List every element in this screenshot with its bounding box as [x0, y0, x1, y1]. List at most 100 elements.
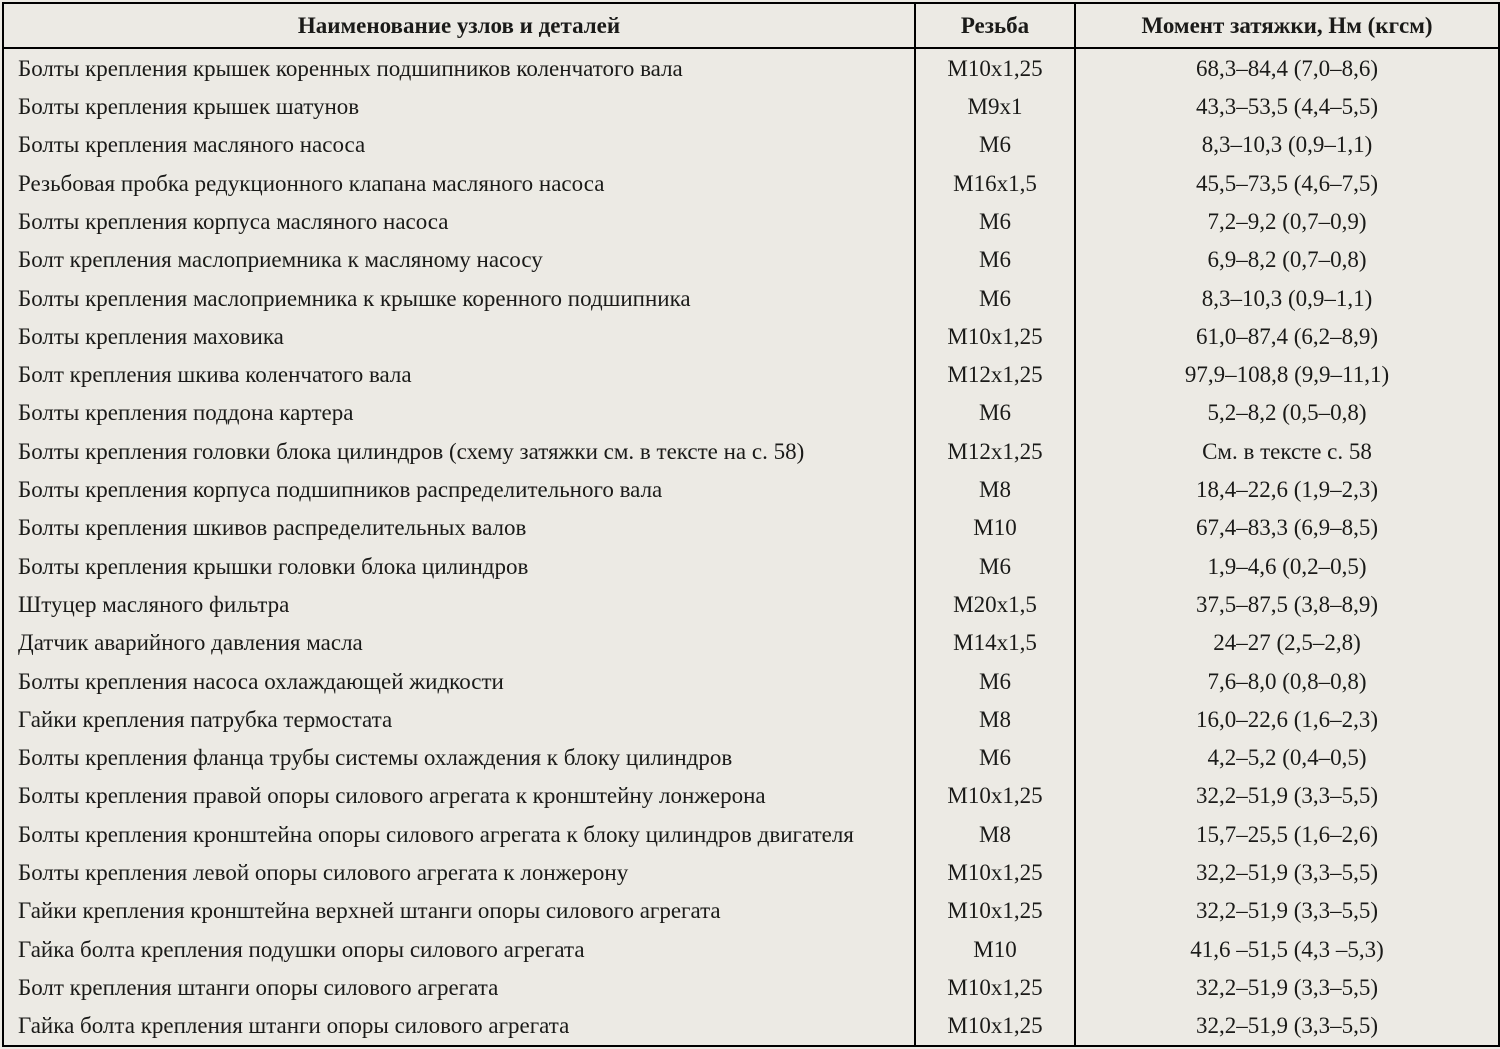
table-row: Болты крепления правой опоры силового аг… [3, 777, 1499, 815]
cell-torque: 4,2–5,2 (0,4–0,5) [1075, 738, 1499, 776]
cell-thread: М16х1,5 [915, 164, 1075, 202]
table-row: Болты крепления кронштейна опоры силовог… [3, 815, 1499, 853]
cell-torque: 32,2–51,9 (3,3–5,5) [1075, 892, 1499, 930]
cell-thread: М6 [915, 279, 1075, 317]
cell-name: Болты крепления головки блока цилиндров … [3, 432, 915, 470]
cell-torque: 32,2–51,9 (3,3–5,5) [1075, 853, 1499, 891]
table-row: Болты крепления крышек коренных подшипни… [3, 48, 1499, 87]
cell-torque: 45,5–73,5 (4,6–7,5) [1075, 164, 1499, 202]
cell-name: Болты крепления левой опоры силового агр… [3, 853, 915, 891]
cell-torque: 97,9–108,8 (9,9–11,1) [1075, 356, 1499, 394]
cell-thread: М6 [915, 126, 1075, 164]
cell-thread: М12х1,25 [915, 432, 1075, 470]
cell-name: Болт крепления маслоприемника к масляном… [3, 241, 915, 279]
cell-name: Гайка болта крепления штанги опоры силов… [3, 1007, 915, 1046]
table-row: Болт крепления маслоприемника к масляном… [3, 241, 1499, 279]
table-row: Болты крепления корпуса масляного насоса… [3, 202, 1499, 240]
cell-torque: 32,2–51,9 (3,3–5,5) [1075, 968, 1499, 1006]
table-row: Болты крепления крышек шатуновМ9х143,3–5… [3, 87, 1499, 125]
table-row: Болты крепления поддона картераМ65,2–8,2… [3, 394, 1499, 432]
cell-torque: 67,4–83,3 (6,9–8,5) [1075, 509, 1499, 547]
cell-torque: 24–27 (2,5–2,8) [1075, 624, 1499, 662]
table-row: Гайки крепления кронштейна верхней штанг… [3, 892, 1499, 930]
table-row: Гайка болта крепления штанги опоры силов… [3, 1007, 1499, 1046]
cell-name: Гайки крепления патрубка термостата [3, 700, 915, 738]
cell-name: Болты крепления поддона картера [3, 394, 915, 432]
cell-torque: 16,0–22,6 (1,6–2,3) [1075, 700, 1499, 738]
cell-thread: М10 [915, 930, 1075, 968]
cell-torque: 7,2–9,2 (0,7–0,9) [1075, 202, 1499, 240]
cell-torque: 41,6 –51,5 (4,3 –5,3) [1075, 930, 1499, 968]
cell-thread: М10х1,25 [915, 317, 1075, 355]
cell-thread: М10х1,25 [915, 968, 1075, 1006]
cell-torque: 1,9–4,6 (0,2–0,5) [1075, 547, 1499, 585]
cell-torque: 43,3–53,5 (4,4–5,5) [1075, 87, 1499, 125]
cell-name: Болты крепления корпуса масляного насоса [3, 202, 915, 240]
cell-name: Болт крепления шкива коленчатого вала [3, 356, 915, 394]
cell-name: Датчик аварийного давления масла [3, 624, 915, 662]
cell-name: Штуцер масляного фильтра [3, 585, 915, 623]
table-row: Гайка болта крепления подушки опоры сило… [3, 930, 1499, 968]
cell-name: Болты крепления крышек шатунов [3, 87, 915, 125]
cell-thread: М6 [915, 394, 1075, 432]
table-row: Гайки крепления патрубка термостатаМ816,… [3, 700, 1499, 738]
cell-name: Болты крепления правой опоры силового аг… [3, 777, 915, 815]
cell-name: Болт крепления штанги опоры силового агр… [3, 968, 915, 1006]
table-row: Болты крепления левой опоры силового агр… [3, 853, 1499, 891]
cell-name: Болты крепления корпуса подшипников расп… [3, 470, 915, 508]
cell-name: Резьбовая пробка редукционного клапана м… [3, 164, 915, 202]
cell-thread: М20х1,5 [915, 585, 1075, 623]
cell-torque: 68,3–84,4 (7,0–8,6) [1075, 48, 1499, 87]
cell-torque: 37,5–87,5 (3,8–8,9) [1075, 585, 1499, 623]
cell-thread: М10х1,25 [915, 853, 1075, 891]
table-row: Штуцер масляного фильтраМ20х1,537,5–87,5… [3, 585, 1499, 623]
table-row: Болты крепления масляного насосаМ68,3–10… [3, 126, 1499, 164]
table-row: Болты крепления крышки головки блока цил… [3, 547, 1499, 585]
cell-thread: М8 [915, 470, 1075, 508]
cell-torque: 32,2–51,9 (3,3–5,5) [1075, 777, 1499, 815]
cell-name: Болты крепления шкивов распределительных… [3, 509, 915, 547]
cell-thread: М8 [915, 700, 1075, 738]
cell-torque: 15,7–25,5 (1,6–2,6) [1075, 815, 1499, 853]
cell-name: Болты крепления насоса охлаждающей жидко… [3, 662, 915, 700]
cell-thread: М10х1,25 [915, 777, 1075, 815]
cell-thread: М12х1,25 [915, 356, 1075, 394]
cell-name: Болты крепления крышки головки блока цил… [3, 547, 915, 585]
table-row: Болт крепления штанги опоры силового агр… [3, 968, 1499, 1006]
table-row: Болты крепления корпуса подшипников расп… [3, 470, 1499, 508]
col-header-torque: Момент затяжки, Нм (кгсм) [1075, 3, 1499, 48]
cell-thread: М6 [915, 241, 1075, 279]
cell-torque: 5,2–8,2 (0,5–0,8) [1075, 394, 1499, 432]
table-row: Болты крепления маховикаМ10х1,2561,0–87,… [3, 317, 1499, 355]
cell-torque: 18,4–22,6 (1,9–2,3) [1075, 470, 1499, 508]
torque-spec-table: Наименование узлов и деталей Резьба Моме… [2, 2, 1500, 1047]
cell-name: Болты крепления маховика [3, 317, 915, 355]
cell-torque: 8,3–10,3 (0,9–1,1) [1075, 279, 1499, 317]
table-row: Болты крепления фланца трубы системы охл… [3, 738, 1499, 776]
cell-thread: М6 [915, 738, 1075, 776]
table-row: Болты крепления шкивов распределительных… [3, 509, 1499, 547]
cell-torque: 8,3–10,3 (0,9–1,1) [1075, 126, 1499, 164]
cell-thread: М9х1 [915, 87, 1075, 125]
table-header: Наименование узлов и деталей Резьба Моме… [3, 3, 1499, 48]
cell-thread: М6 [915, 202, 1075, 240]
cell-thread: М10х1,25 [915, 892, 1075, 930]
cell-name: Болты крепления крышек коренных подшипни… [3, 48, 915, 87]
cell-thread: М8 [915, 815, 1075, 853]
table-row: Болты крепления маслоприемника к крышке … [3, 279, 1499, 317]
cell-thread: М6 [915, 662, 1075, 700]
table-row: Резьбовая пробка редукционного клапана м… [3, 164, 1499, 202]
cell-torque: 32,2–51,9 (3,3–5,5) [1075, 1007, 1499, 1046]
col-header-name: Наименование узлов и деталей [3, 3, 915, 48]
cell-torque: См. в тексте с. 58 [1075, 432, 1499, 470]
cell-name: Гайки крепления кронштейна верхней штанг… [3, 892, 915, 930]
cell-thread: М10 [915, 509, 1075, 547]
table-row: Болт крепления шкива коленчатого валаМ12… [3, 356, 1499, 394]
cell-torque: 7,6–8,0 (0,8–0,8) [1075, 662, 1499, 700]
cell-name: Болты крепления фланца трубы системы охл… [3, 738, 915, 776]
table-row: Датчик аварийного давления маслаМ14х1,52… [3, 624, 1499, 662]
table-row: Болты крепления головки блока цилиндров … [3, 432, 1499, 470]
cell-name: Болты крепления масляного насоса [3, 126, 915, 164]
cell-name: Болты крепления кронштейна опоры силовог… [3, 815, 915, 853]
cell-torque: 6,9–8,2 (0,7–0,8) [1075, 241, 1499, 279]
